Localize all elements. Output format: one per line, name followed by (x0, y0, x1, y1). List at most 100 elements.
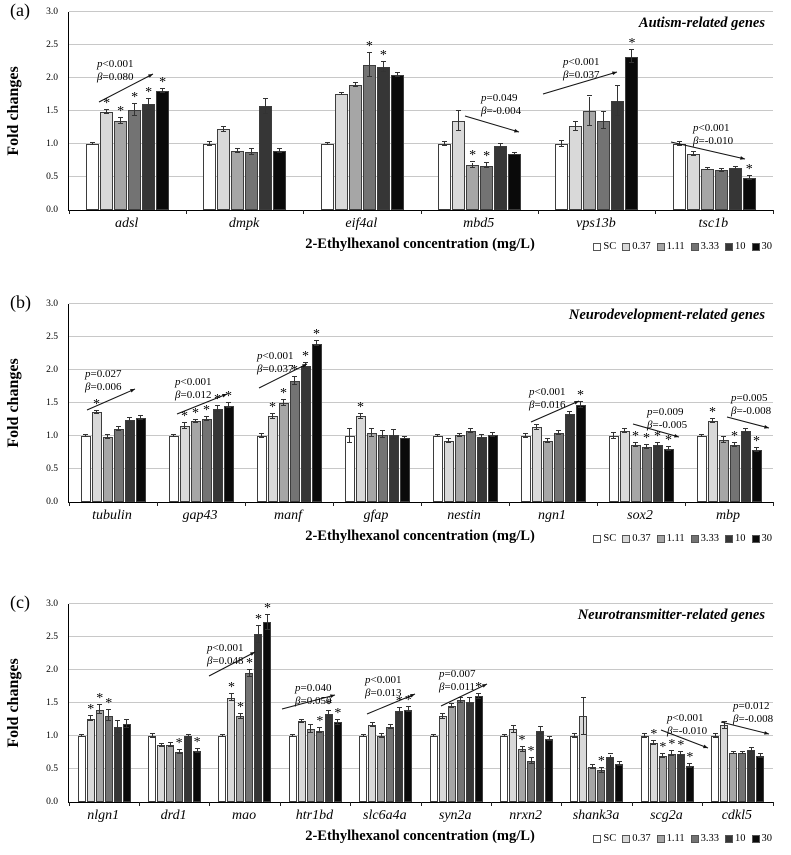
error-bar (237, 148, 239, 153)
error-cap-bottom (644, 448, 649, 450)
error-bar (404, 436, 405, 440)
error-cap-bottom (160, 92, 166, 94)
bar-eif4al-3.33 (362, 64, 376, 210)
gene-group-mbp: * * * (685, 304, 773, 502)
bar-scg2a-SC (640, 736, 649, 802)
gene-label-gfap: gfap (363, 508, 389, 523)
error-cap-top (721, 436, 726, 438)
error-cap-bottom (317, 732, 323, 734)
error-cap-bottom (221, 131, 227, 133)
bar-slot: * (729, 304, 740, 502)
error-cap-bottom (255, 641, 261, 643)
x-tick-mark (420, 802, 422, 806)
bar-slot (508, 12, 522, 210)
error-cap-top (204, 415, 209, 417)
bar-slot (256, 304, 267, 502)
legend-swatch (593, 242, 602, 251)
legend-label: SC (603, 241, 617, 252)
error-cap-top (642, 733, 648, 735)
bar-htr1bd-10 (324, 714, 333, 802)
y-tick-label: 2.0 (46, 665, 58, 675)
bar-slot: * (404, 604, 413, 802)
plot-area: Autism-related genes * * * * * * * * * * * p<0.001 β… (68, 11, 774, 214)
error-cap-top (501, 733, 507, 735)
error-cap-bottom (146, 108, 152, 110)
gene-label-drd1: drd1 (160, 808, 187, 823)
error-cap-top (660, 752, 666, 754)
bar-slot: * (263, 600, 272, 802)
bar-slot: * (742, 12, 756, 210)
error-cap-bottom (171, 436, 176, 438)
error-cap-top (699, 433, 704, 435)
error-cap-bottom (352, 85, 358, 87)
significance-asterisk: * (527, 744, 535, 760)
annotation-text: p<0.001 β=0.048 (207, 642, 243, 668)
significance-asterisk: * (709, 404, 716, 420)
bar-slot (520, 304, 531, 502)
bar-manf-10 (300, 366, 311, 502)
bar-adsl-30 (156, 91, 170, 210)
error-bar (380, 734, 382, 738)
y-tick-label: 0.0 (46, 797, 58, 807)
bar-slot (494, 12, 508, 210)
error-cap-top (324, 141, 330, 143)
annotation-text: p=0.012 β=-0.008 (733, 700, 773, 726)
bar-slot: * (128, 12, 142, 210)
bar-mbd5-3.33 (480, 165, 494, 210)
error-bar (539, 727, 541, 735)
error-bar (657, 442, 658, 447)
y-tick-label: 2.0 (46, 73, 58, 83)
error-cap-top (431, 733, 437, 735)
significance-asterisk: * (628, 36, 636, 52)
error-cap-bottom (369, 435, 374, 437)
error-bar (631, 50, 633, 64)
bar-groups: * * * * * * * * * * * * * * * * * * * * * * * * (69, 600, 773, 802)
error-bar (187, 734, 189, 738)
error-cap-bottom (246, 675, 252, 677)
bar-nestin-3.33 (465, 430, 476, 502)
bar-slot (113, 604, 122, 802)
bar-shank3a-SC (570, 736, 579, 802)
error-cap-top (710, 417, 715, 419)
error-cap-top (90, 141, 96, 143)
error-cap-bottom (360, 736, 366, 738)
significance-asterisk: * (577, 387, 584, 403)
legend-swatch (622, 242, 631, 251)
bar-manf-30 (311, 343, 322, 502)
gene-label-adsl: adsl (114, 216, 139, 231)
error-bar (382, 61, 384, 73)
error-cap-top (391, 429, 396, 431)
annotation-text: p=0.009 β=-0.005 (647, 406, 687, 432)
error-bar (85, 434, 86, 438)
legend-item-0.37: 0.37 (622, 241, 651, 252)
bar-slot (619, 304, 630, 502)
bar-htr1bd-SC (288, 736, 297, 802)
gene-group-scg2a: * * * * * (632, 604, 702, 802)
legend-item-SC: SC (593, 833, 616, 844)
error-cap-bottom (571, 736, 577, 738)
significance-asterisk: * (103, 96, 111, 112)
error-cap-top (732, 166, 738, 168)
error-cap-bottom (440, 717, 446, 719)
error-cap-top (259, 433, 264, 435)
gene-group-gfap: * (333, 304, 421, 502)
bar-mbp-SC (696, 436, 707, 502)
bar-slot (288, 604, 297, 802)
bar-slot: * (625, 12, 639, 210)
bar-slot: * (245, 604, 254, 802)
error-cap-top (467, 697, 473, 699)
bar-syn2a-10 (465, 702, 474, 802)
bar-gfap-0.37 (355, 416, 366, 502)
bar-adsl-10 (142, 104, 156, 210)
bar-slot (476, 304, 487, 502)
error-cap-top (546, 736, 552, 738)
gene-label-cdkl5: cdkl5 (721, 808, 753, 823)
bar-slot (443, 304, 454, 502)
bar-slot (640, 604, 649, 802)
significance-asterisk: * (181, 409, 188, 425)
bar-slot (386, 604, 395, 802)
bar-slot: * (630, 304, 641, 502)
error-cap-top (633, 442, 638, 444)
error-cap-bottom (281, 404, 286, 406)
significance-asterisk: * (263, 600, 271, 616)
